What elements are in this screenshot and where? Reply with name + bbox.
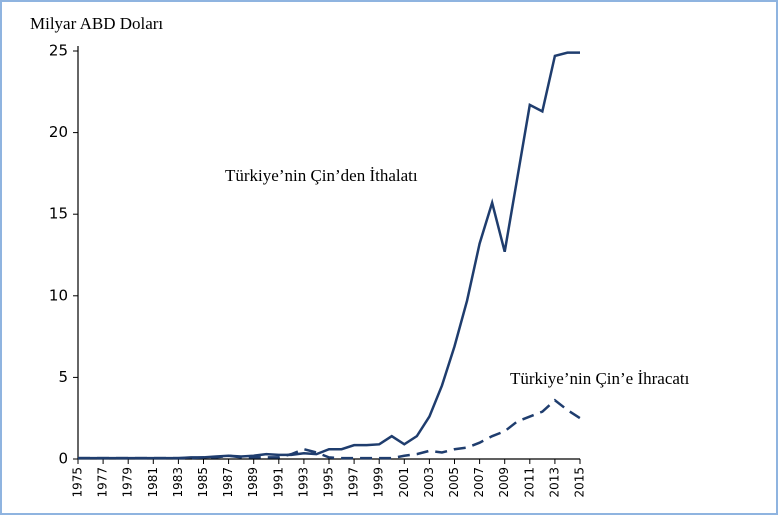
series-label: Türkiye’nin Çin’den İthalatı <box>225 166 418 185</box>
y-axis-label: Milyar ABD Doları <box>30 14 163 33</box>
y-tick-label: 15 <box>49 205 68 223</box>
x-tick-label: 2003 <box>422 467 436 498</box>
x-tick-label: 1999 <box>372 467 386 498</box>
x-tick-label: 2015 <box>573 467 587 498</box>
y-tick-label: 0 <box>58 450 68 468</box>
x-tick-label: 1995 <box>322 467 336 498</box>
y-tick-label: 5 <box>58 368 68 386</box>
x-tick-label: 2013 <box>547 467 561 498</box>
x-tick-label: 1985 <box>196 467 210 498</box>
x-tick-label: 2001 <box>397 467 411 498</box>
series-label: Türkiye’nin Çin’e İhracatı <box>510 369 690 388</box>
y-tick-label: 10 <box>49 286 68 304</box>
x-tick-label: 1977 <box>96 467 110 498</box>
x-tick-label: 2011 <box>522 467 536 498</box>
y-tick-label: 25 <box>49 42 68 60</box>
x-tick-label: 1975 <box>71 467 85 498</box>
x-tick-label: 1993 <box>296 467 310 498</box>
x-tick-label: 1987 <box>221 467 235 498</box>
x-tick-label: 1981 <box>146 467 160 498</box>
series-line <box>78 51 580 460</box>
x-tick-label: 2009 <box>497 467 511 498</box>
x-tick-label: 2005 <box>447 467 461 498</box>
x-tick-label: 1991 <box>271 467 285 498</box>
series-line <box>78 398 581 460</box>
x-tick-label: 1997 <box>347 467 361 498</box>
x-tick-label: 1983 <box>171 467 185 498</box>
x-tick-label: 1979 <box>121 467 135 498</box>
y-tick-label: 20 <box>49 123 68 141</box>
x-tick-label: 2007 <box>472 467 486 498</box>
x-tick-label: 1989 <box>246 467 260 498</box>
